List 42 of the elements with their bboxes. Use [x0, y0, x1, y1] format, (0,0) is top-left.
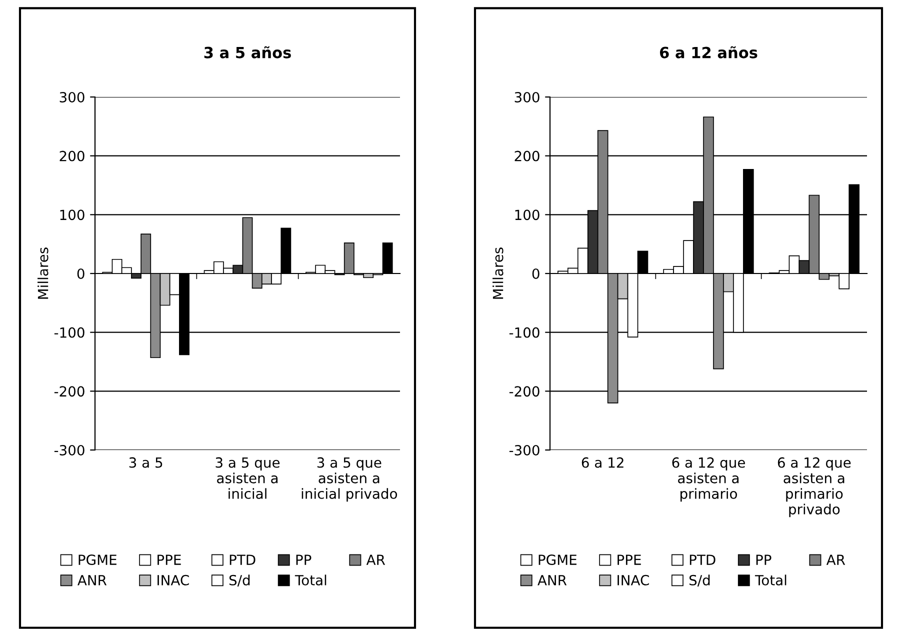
y-tick-label: 100 — [60, 210, 84, 220]
y-axis-title: Millares — [38, 248, 48, 299]
y-tick-label: 200 — [60, 150, 84, 162]
y-tick-label: -100 — [509, 327, 540, 338]
legend-label: AR — [826, 554, 846, 565]
legend-label: Total — [294, 574, 326, 586]
legend-label: INAC — [618, 574, 649, 586]
y-tick-label: 300 — [60, 92, 84, 102]
y-tick-label: -100 — [54, 327, 84, 338]
legend-label: PP — [756, 554, 772, 565]
y-tick-label: -200 — [509, 386, 540, 397]
y-axis-title: Millares — [492, 248, 504, 299]
legend-label: ANR — [538, 575, 567, 586]
y-tick-label: 300 — [514, 92, 540, 102]
y-tick-label: -300 — [509, 444, 540, 456]
y-tick-label: 0 — [532, 268, 540, 279]
legend-label: PP — [296, 554, 312, 565]
legend-label: S/d — [229, 574, 250, 587]
y-tick-label: 200 — [514, 150, 540, 162]
legend-label: PGME — [538, 554, 576, 566]
x-tick-label: 6 a 12 — [582, 457, 624, 468]
chart-title: 6 a 12 años — [660, 46, 758, 58]
chart-title: 3 a 5 años — [204, 46, 291, 58]
y-tick-label: -200 — [54, 386, 84, 397]
legend-label: Total — [754, 574, 786, 586]
x-tick-label: 6 a 12 que asisten a primario — [672, 457, 745, 502]
legend-label: PPE — [158, 554, 181, 565]
y-tick-label: -300 — [54, 444, 84, 456]
y-tick-label: 100 — [515, 210, 540, 220]
legend-label: PTD — [230, 554, 256, 565]
legend-label: AR — [366, 554, 386, 565]
legend-label: INAC — [158, 574, 189, 586]
x-tick-label: 6 a 12 que asisten a primario privado — [778, 457, 851, 518]
x-tick-label: 3 a 5 que asisten a inicial — [216, 457, 280, 499]
legend-label: S/d — [689, 574, 710, 587]
y-tick-label: 0 — [77, 268, 84, 279]
x-tick-label: 3 a 5 — [129, 457, 162, 468]
legend-label: PTD — [690, 554, 716, 565]
legend-label: PPE — [618, 554, 641, 565]
legend-label: ANR — [78, 575, 107, 586]
legend-label: PGME — [78, 554, 116, 566]
x-tick-label: 3 a 5 que asisten a inicial privado — [302, 457, 398, 502]
